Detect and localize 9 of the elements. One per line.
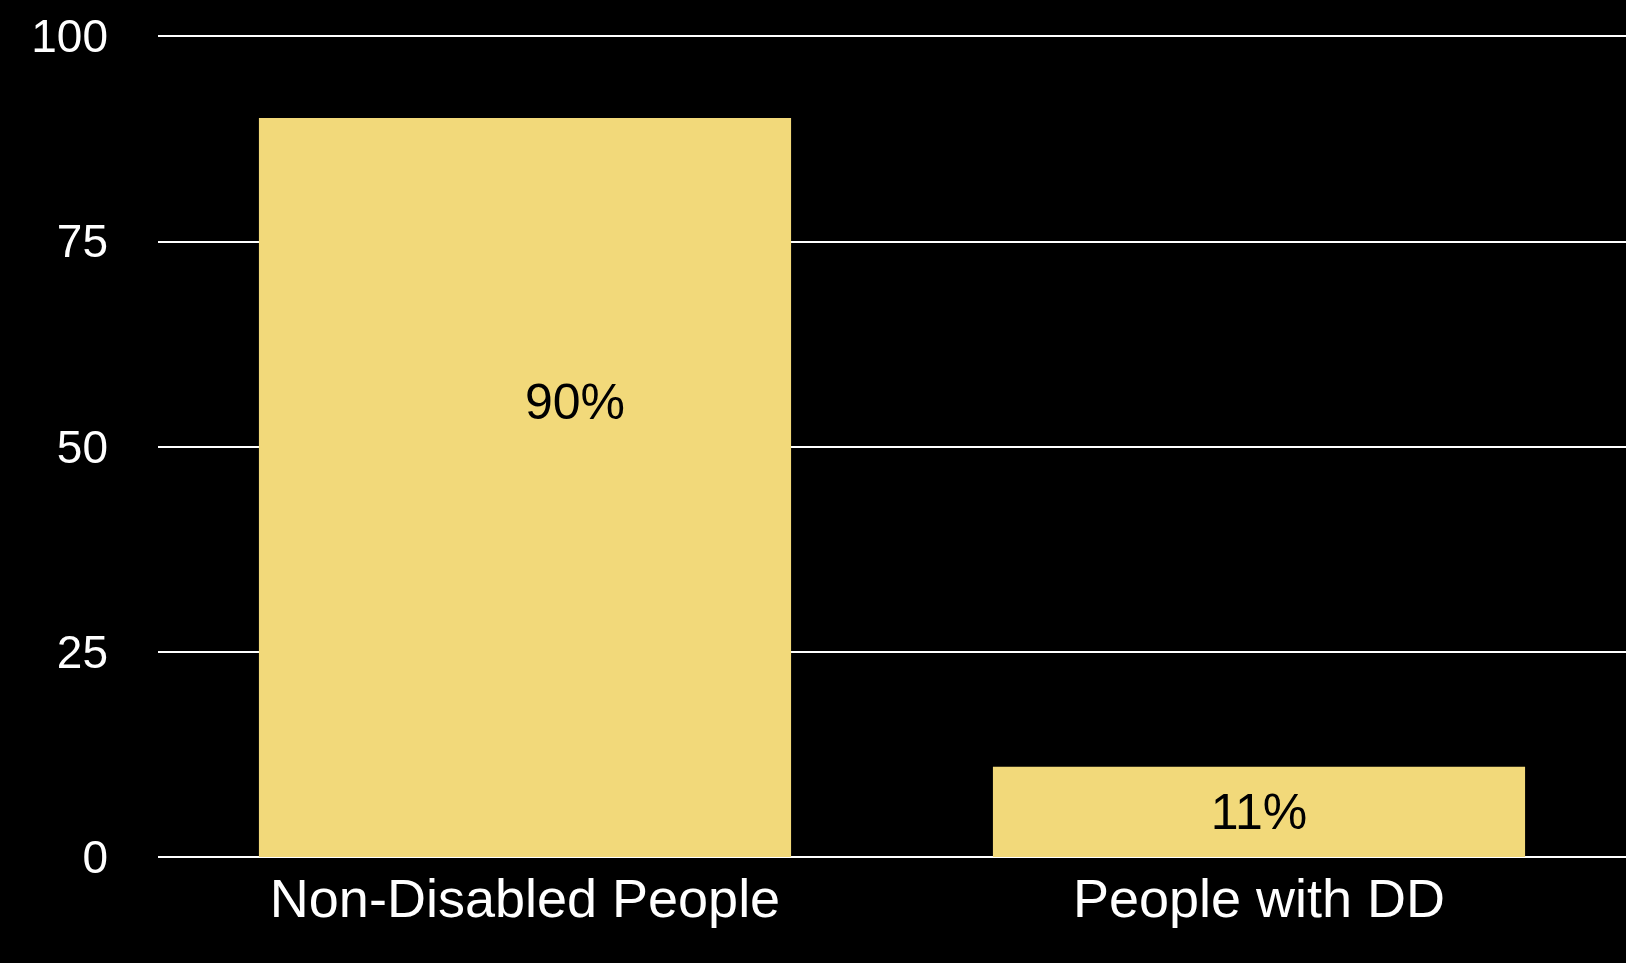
x-tick-label: People with DD xyxy=(1072,868,1446,928)
y-tick-label: 75 xyxy=(56,215,108,268)
data-label: 11% xyxy=(1210,783,1308,840)
x-tick-label: Non-Disabled People xyxy=(269,868,781,928)
data-label: 90% xyxy=(525,373,626,430)
y-tick-label: 25 xyxy=(56,625,108,678)
y-tick-label: 100 xyxy=(31,10,108,62)
y-tick-label: 50 xyxy=(56,420,108,473)
y-tick-label: 0 xyxy=(82,831,108,883)
